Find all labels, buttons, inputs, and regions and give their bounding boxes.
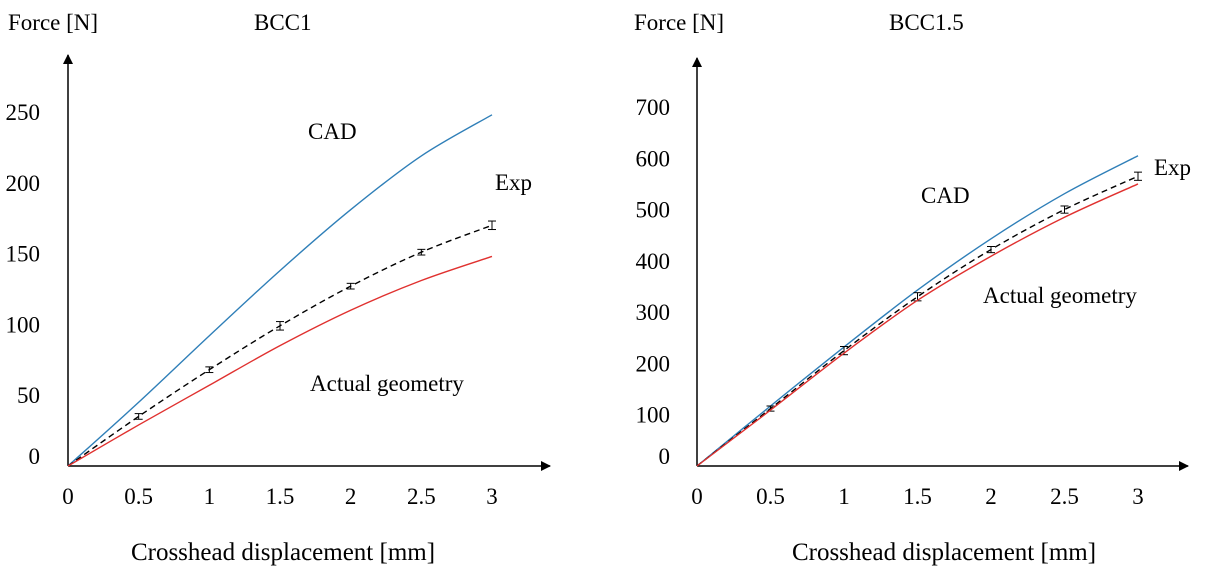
chart-bcc1: Force [N] BCC1 Crosshead displacement [m… bbox=[6, 10, 551, 566]
y-tick-label: 200 bbox=[636, 351, 671, 376]
error-bar bbox=[987, 245, 995, 254]
series-line-cad bbox=[67, 114, 493, 467]
x-tick-label: 3 bbox=[1132, 484, 1144, 509]
y-tick-label: 400 bbox=[636, 249, 671, 274]
y-tick-label: 600 bbox=[636, 146, 671, 171]
chart-title: BCC1.5 bbox=[889, 10, 964, 35]
y-tick-label: 500 bbox=[636, 198, 671, 223]
axes bbox=[692, 57, 1189, 471]
chart-title: BCC1 bbox=[254, 10, 312, 35]
x-tick-label: 1 bbox=[204, 484, 216, 509]
x-tick-label: 2 bbox=[345, 484, 357, 509]
label-exp: Exp bbox=[1154, 155, 1191, 180]
series-line-exp bbox=[696, 175, 1139, 467]
label-actual-geometry: Actual geometry bbox=[983, 283, 1137, 308]
error-bar bbox=[1060, 205, 1069, 214]
x-axis-label: Crosshead displacement [mm] bbox=[131, 539, 435, 566]
x-tick-label: 1.5 bbox=[903, 484, 932, 509]
y-tick-label: 700 bbox=[636, 95, 671, 120]
plot-area bbox=[696, 155, 1142, 467]
series-line-actual-geometry bbox=[696, 183, 1139, 467]
y-tick-label: 0 bbox=[659, 444, 671, 469]
y-axis-label: Force [N] bbox=[8, 10, 98, 35]
y-tick-label: 50 bbox=[17, 383, 40, 408]
error-bar bbox=[134, 413, 143, 420]
series-line-actual-geometry bbox=[67, 255, 493, 467]
error-bar bbox=[346, 282, 355, 290]
error-bar bbox=[417, 248, 426, 256]
x-axis-label: Crosshead displacement [mm] bbox=[792, 539, 1096, 566]
x-tick-label: 1 bbox=[838, 484, 850, 509]
label-actual-geometry: Actual geometry bbox=[310, 371, 464, 396]
axes bbox=[63, 54, 551, 471]
error-bar bbox=[276, 321, 284, 331]
x-tick-label: 0.5 bbox=[756, 484, 785, 509]
error-bar bbox=[1134, 171, 1142, 181]
y-axis-label: Force [N] bbox=[634, 10, 724, 35]
chart-bcc1-5: Force [N] BCC1.5 Crosshead displacement … bbox=[634, 10, 1191, 566]
label-cad: CAD bbox=[308, 119, 357, 144]
y-tick-label: 0 bbox=[29, 444, 41, 469]
x-tick-label: 2 bbox=[985, 484, 997, 509]
plot-area bbox=[67, 114, 496, 467]
y-tick-label: 100 bbox=[636, 403, 671, 428]
x-tick-label: 0.5 bbox=[124, 484, 153, 509]
y-tick-label: 300 bbox=[636, 300, 671, 325]
y-tick-label: 200 bbox=[6, 171, 41, 196]
x-tick-label: 0 bbox=[691, 484, 703, 509]
label-exp: Exp bbox=[495, 170, 532, 195]
x-tick-label: 2.5 bbox=[407, 484, 436, 509]
tick-labels: 0 0.5 1 1.5 2 2.5 3 0 100 200 300 400 500 600 700 bbox=[636, 95, 1144, 509]
y-tick-label: 100 bbox=[6, 312, 41, 337]
tick-labels: 0 0.5 1 1.5 2 2.5 3 0 50 100 150 200 250 bbox=[6, 100, 498, 509]
x-tick-label: 2.5 bbox=[1050, 484, 1079, 509]
y-tick-label: 250 bbox=[6, 100, 41, 125]
x-tick-label: 3 bbox=[486, 484, 498, 509]
x-tick-label: 0 bbox=[62, 484, 74, 509]
label-cad: CAD bbox=[921, 183, 970, 208]
error-bar bbox=[488, 220, 496, 231]
series-line-cad bbox=[696, 155, 1139, 467]
x-tick-label: 1.5 bbox=[266, 484, 295, 509]
error-bar bbox=[205, 366, 214, 374]
y-tick-label: 150 bbox=[6, 242, 41, 267]
